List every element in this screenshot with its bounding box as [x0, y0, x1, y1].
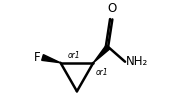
Text: NH₂: NH₂: [126, 55, 148, 68]
Text: O: O: [108, 2, 117, 15]
Text: F: F: [34, 51, 40, 64]
Text: or1: or1: [95, 68, 108, 77]
Polygon shape: [42, 55, 61, 63]
Text: or1: or1: [68, 51, 80, 60]
Polygon shape: [93, 45, 110, 63]
